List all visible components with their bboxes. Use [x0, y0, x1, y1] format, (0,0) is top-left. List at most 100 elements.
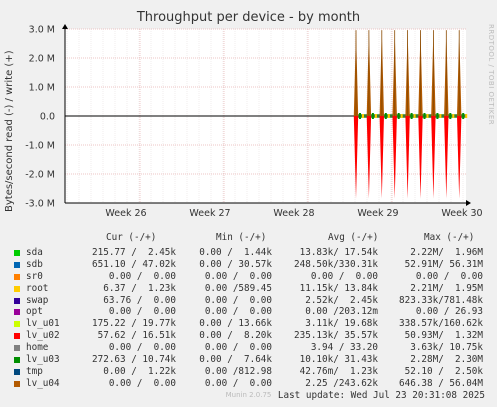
header-min: Min (-/+) [216, 232, 267, 243]
legend-row-swap: swap 63.76 / 0.00 0.00 / 0.00 2.52k/ 2.45k 8… [0, 295, 497, 307]
header-max: Max (-/+) [424, 232, 475, 243]
legend-min-value: 0.00 /812.98 [204, 365, 272, 377]
small-bump [449, 113, 452, 119]
legend-swatch [14, 273, 20, 280]
legend-max-value: 52.10 / 2.50k [404, 365, 483, 377]
legend-cur-value: 0.00 / 0.00 [108, 342, 176, 354]
x-tick-label: Week 29 [357, 208, 398, 219]
y-tick-label: -1.0 M [25, 141, 55, 152]
legend-row-sdb: sdb 651.10 / 47.02k 0.00 / 30.57k 248.50k/3… [0, 259, 497, 271]
small-bump [387, 114, 390, 118]
legend-max-value: 3.63k/ 10.75k [410, 342, 483, 354]
legend-device-name: home [26, 342, 49, 354]
legend-row-lv_u02: lv_u02 57.62 / 16.51k 0.00 / 8.20k 235.13k/… [0, 330, 497, 342]
y-tick-label: 0.0 [40, 112, 55, 123]
legend-swatch [14, 321, 20, 328]
legend-avg-value: 13.83k/ 17.54k [299, 246, 378, 258]
x-tick-label: Week 28 [273, 208, 314, 219]
activity-band [354, 114, 466, 118]
legend-avg-value: 2.52k/ 2.45k [305, 294, 378, 306]
y-tick-label: 3.0 M [29, 25, 55, 36]
legend-avg-value: 0.00 / 0.00 [310, 270, 378, 282]
legend-max-value: 2.22M/ 1.96M [410, 246, 483, 258]
legend-max-value: 823.33k/781.48k [399, 294, 483, 306]
legend-avg-value: 0.00 /203.12m [305, 306, 378, 318]
legend-row-lv_u01: lv_u01 175.22 / 19.77k 0.00 / 13.66k 3.11k/… [0, 318, 497, 330]
legend-max-value: 0.00 / 26.93 [415, 306, 483, 318]
legend-avg-value: 3.94 / 33.20 [310, 342, 378, 354]
legend-min-value: 0.00 / 30.57k [199, 258, 272, 270]
small-bump [410, 113, 413, 119]
legend-avg-value: 10.10k/ 31.43k [299, 354, 378, 365]
munin-version: Munin 2.0.75 [225, 391, 272, 399]
legend-swatch [14, 345, 20, 352]
y-tick-label: -3.0 M [25, 199, 55, 210]
legend-device-name: lv_u01 [26, 318, 60, 330]
read-spike [379, 116, 384, 199]
read-spike [405, 116, 410, 199]
read-spike [457, 116, 462, 199]
legend-swatch [14, 357, 20, 363]
legend-row-lv_u04: lv_u04 0.00 / 0.00 0.00 / 0.00 2.25 /243.62… [0, 378, 497, 390]
header-cur: Cur (-/+) [106, 232, 157, 243]
legend-max-value: 338.57k/160.62k [399, 318, 483, 330]
legend-cur-value: 63.76 / 0.00 [103, 294, 176, 306]
small-bump [423, 113, 426, 119]
last-update-text: Last update: Wed Jul 23 20:31:08 2025 [277, 389, 485, 401]
read-spike [392, 116, 397, 199]
legend-device-name: sda [26, 246, 43, 258]
legend-device-name: opt [26, 306, 43, 318]
read-spike [431, 116, 436, 199]
small-bump [439, 114, 442, 118]
legend-row-sda: sda 215.77 / 2.45k 0.00 / 1.44k 13.83k/ 17.… [0, 247, 497, 259]
legend-cur-value: 215.77 / 2.45k [92, 246, 176, 258]
legend-cur-value: 0.00 / 0.00 [108, 270, 176, 282]
small-bump [436, 113, 439, 119]
header-avg: Avg (-/+) [328, 232, 379, 243]
legend-min-value: 0.00 / 0.00 [204, 294, 272, 306]
read-spike [418, 116, 423, 199]
legend-min-value: 0.00 / 1.44k [199, 246, 272, 258]
legend-min-value: 0.00 / 7.64k [199, 354, 272, 365]
legend-row-tmp: tmp 0.00 / 1.22k 0.00 /812.98 42.76m/ 1.23k… [0, 366, 497, 378]
legend-device-name: tmp [26, 365, 43, 377]
legend-max-value: 50.93M/ 1.32M [404, 330, 483, 342]
legend-row-home: home 0.00 / 0.00 0.00 / 0.00 3.94 / 33.20 3.… [0, 342, 497, 354]
legend-swatch [14, 297, 20, 304]
legend-cur-value: 57.62 / 16.51k [97, 330, 176, 342]
y-tick-label: -2.0 M [25, 170, 55, 181]
small-bump [371, 113, 374, 119]
legend-cur-value: 0.00 / 0.00 [108, 377, 176, 389]
small-bump [397, 113, 400, 119]
legend-max-value: 52.91M/ 56.31M [404, 258, 483, 270]
y-tick-label: 2.0 M [29, 54, 55, 65]
small-bump [384, 113, 387, 119]
legend-min-value: 0.00 / 13.66k [199, 318, 272, 330]
legend-swatch [14, 368, 20, 375]
small-bump [413, 114, 416, 118]
legend-min-value: 0.00 / 0.00 [204, 342, 272, 354]
legend-min-value: 0.00 /589.45 [204, 282, 272, 294]
legend-avg-value: 2.25 /243.62k [305, 377, 378, 389]
legend-device-name: sdb [26, 258, 43, 270]
legend-swatch [14, 380, 20, 387]
legend-swatch [14, 249, 20, 256]
small-bump [465, 114, 468, 118]
legend-max-value: 0.00 / 0.00 [415, 270, 483, 282]
legend-swatch [14, 261, 20, 268]
legend-min-value: 0.00 / 8.20k [199, 330, 272, 342]
rrdtool-credit: RRDTOOL / TOBI OETIKER [487, 24, 495, 126]
small-bump [452, 114, 455, 118]
legend-avg-value: 11.15k/ 13.84k [299, 282, 378, 294]
small-bump [359, 113, 361, 119]
legend-avg-value: 3.11k/ 19.68k [305, 318, 378, 330]
legend-row-root: root 6.37 / 1.23k 0.00 /589.45 11.15k/ 13.8… [0, 283, 497, 295]
read-spike [366, 116, 372, 199]
chart-canvas: 3.0 M 2.0 M 1.0 M 0.0 -1.0 M -2.0 M -3.0 M Week… [25, 24, 483, 219]
legend-cur-value: 6.37 / 1.23k [103, 282, 176, 294]
x-axis-arrow [466, 200, 471, 206]
small-bump [426, 114, 429, 118]
legend-device-name: lv_u04 [26, 377, 60, 389]
x-tick-label: Week 27 [189, 208, 230, 219]
